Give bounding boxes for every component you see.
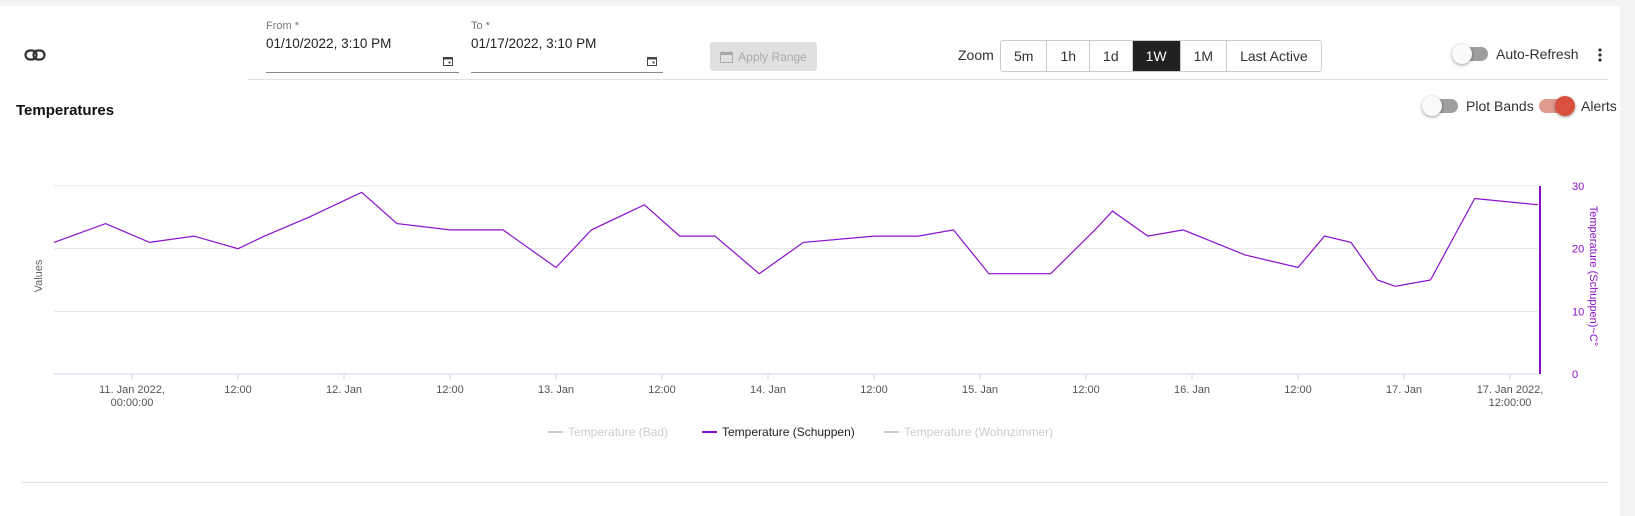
alerts-toggle[interactable]: Alerts [1539,96,1617,116]
panel-title: Temperatures [16,102,115,119]
plot-bands-label: Plot Bands [1466,98,1534,114]
zoom-option-last-active[interactable]: Last Active [1240,48,1308,64]
legend-item[interactable]: Temperature (Bad) [568,425,668,439]
series-line-schuppen[interactable] [53,191,1539,287]
x-tick-label: 16. Jan [1174,384,1210,396]
x-tick-label: 12:00 [436,384,464,396]
x-tick-label: 12:00 [648,384,676,396]
dashboard-card: From * 01/10/2022, 3:10 PM To * 01/17/20… [0,6,1620,516]
chart-grid [54,185,1541,375]
x-tick-label: 12:00 [1072,384,1100,396]
from-field[interactable]: From * 01/10/2022, 3:10 PM [266,20,459,76]
y-axis-ticks: 30 20 10 0 [1572,181,1584,381]
zoom-button-group: 5m 1h 1d 1W 1M Last Active [1000,40,1322,72]
legend-item[interactable]: Temperature (Wohnzimmer) [904,425,1053,439]
x-tick-label: 11. Jan 2022, [99,384,165,396]
x-tick-label: 15. Jan [962,384,998,396]
to-label: To * [471,20,490,32]
y-tick-label: 30 [1572,181,1584,193]
zoom-option-1w[interactable]: 1W [1132,41,1181,71]
x-tick-label: 14. Jan [750,384,786,396]
zoom-option-1d[interactable]: 1d [1090,41,1133,71]
x-tick-label: 12. Jan [326,384,362,396]
x-tick-label: 17. Jan [1386,384,1422,396]
plot-bands-switch[interactable] [1422,96,1458,116]
y-tick-label: 0 [1572,369,1578,381]
x-tick-label: 13. Jan [538,384,574,396]
auto-refresh-label: Auto-Refresh [1496,46,1579,62]
toolbar-divider [248,79,1608,80]
x-tick-label-line2: 12:00:00 [1489,397,1532,409]
from-input[interactable]: 01/10/2022, 3:10 PM [266,36,392,51]
temperature-chart: Values Temperature (Schuppen)~C° 30 20 10 0… [33,181,1599,439]
y-axis-label-right: Temperature (Schuppen)~C° [1587,206,1599,346]
more-options-icon[interactable] [1595,46,1605,64]
legend-item[interactable]: Temperature (Schuppen) [722,425,855,439]
link-icon[interactable] [22,44,48,66]
y-tick-label: 20 [1572,244,1584,256]
to-underline [471,72,663,73]
zoom-option-1m[interactable]: 1M [1181,41,1228,71]
to-field[interactable]: To * 01/17/2022, 3:10 PM [471,20,663,76]
zoom-option-1h[interactable]: 1h [1047,41,1091,71]
x-tick-label: 12:00 [224,384,252,396]
chart-legend: Temperature (Bad) Temperature (Schuppen) T… [548,425,1053,439]
to-input[interactable]: 01/17/2022, 3:10 PM [471,36,597,51]
calendar-icon[interactable] [443,53,453,71]
footer-divider [22,482,1608,483]
x-tick-label-line2: 00:00:00 [111,397,154,409]
auto-refresh-toggle[interactable]: Auto-Refresh [1452,44,1579,64]
alerts-label: Alerts [1581,98,1617,114]
from-label: From * [266,20,299,32]
calendar-icon[interactable] [647,53,657,71]
x-axis-ticks: 11. Jan 2022,00:00:00 12:00 12. Jan 12:00 13… [99,374,1543,409]
x-tick-label: 17. Jan 2022, [1477,384,1544,396]
plot-bands-toggle[interactable]: Plot Bands [1422,96,1534,116]
zoom-option-5m[interactable]: 5m [1001,41,1048,71]
auto-refresh-switch[interactable] [1452,44,1488,64]
apply-range-label: Apply Range [738,49,807,64]
calendar-icon [720,50,734,63]
y-tick-label: 10 [1572,306,1584,318]
x-tick-label: 12:00 [1284,384,1312,396]
alerts-switch[interactable] [1539,96,1575,116]
apply-range-button[interactable]: Apply Range [710,42,817,71]
y-axis-label-left: Values [33,259,45,292]
x-tick-label: 12:00 [860,384,888,396]
zoom-label: Zoom [958,47,994,63]
from-underline [266,72,459,73]
